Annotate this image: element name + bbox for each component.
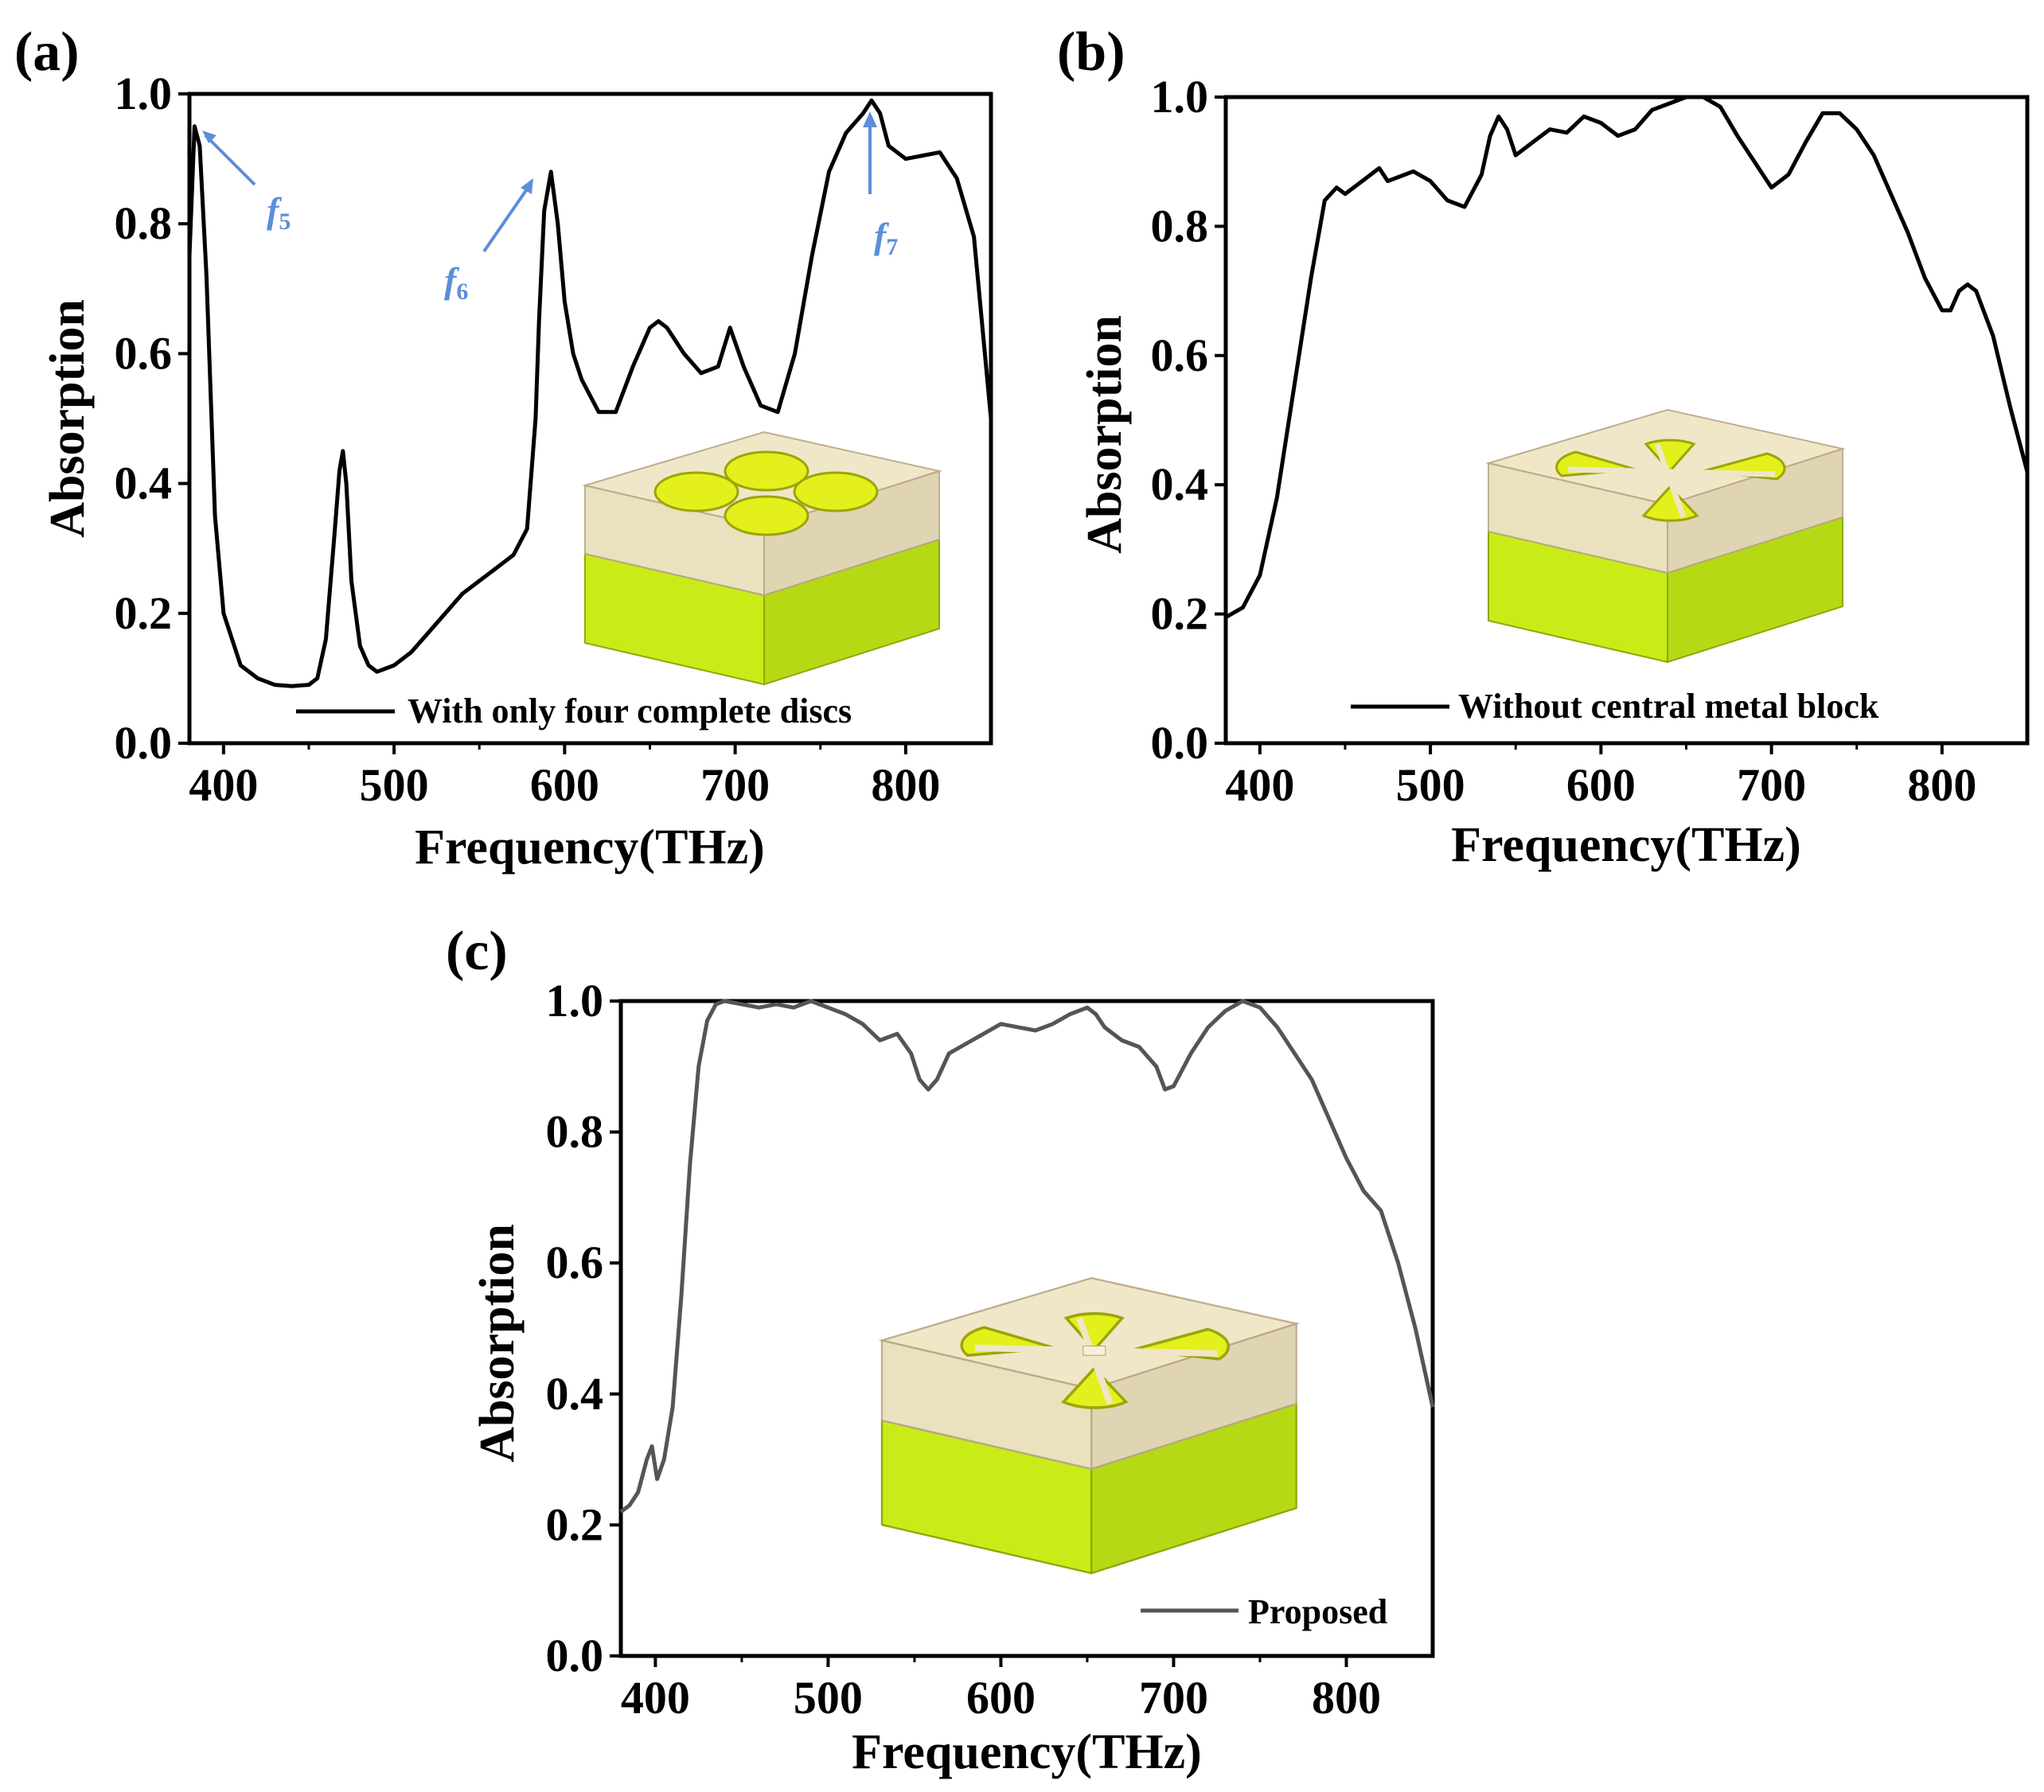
panel-a-y-axis-title: Absorption [41,299,95,538]
panel-b-x-tick-label: 500 [1396,759,1465,811]
panel-c: (c) 400 500 600 700 800 0.0 0.2 0.4 0.6 0.8 1.0 Pr… [446,921,1435,1779]
panel-c-y-tick-label: 0.6 [546,1237,604,1288]
panel-a-x-tick-label: 600 [530,759,599,811]
panel-a-x-tick-label: 800 [871,759,940,811]
panel-b-y-tick-label: 0.4 [1151,458,1209,510]
panel-b-y-tick-label: 1.0 [1151,71,1209,123]
panel-c-plot-frame [618,999,1435,1658]
panel-a-series-line [187,98,993,688]
panel-a-y-tick-label: 1.0 [115,68,173,119]
panel-a-y-tick-label: 0.6 [115,327,173,379]
panel-b-legend-label: Without central metal block [1458,687,1879,726]
f7-annotation: f7 [874,216,898,260]
panel-a-y-tick-label: 0.2 [115,587,173,639]
panel-b-inset-structure [1485,408,1846,664]
panel-a: (a) 400 500 600 700 800 0.0 0.2 0.4 0.6 0.8 1.0 Wi… [14,21,993,875]
panel-c-x-tick-label: 700 [1139,1672,1208,1724]
panel-b-y-tick-label: 0.2 [1151,588,1209,640]
panel-b-label: (b) [1057,21,1125,83]
panel-a-x-axis-title: Frequency(THz) [415,820,765,875]
panel-a-label: (a) [14,21,80,83]
panel-c-series-line [619,999,1435,1513]
panel-b-ticks: 400 500 600 700 800 0.0 0.2 0.4 0.6 0.8 1.0 [1151,71,1977,811]
f5-arrow [204,134,256,186]
panel-c-legend-label: Proposed [1248,1592,1387,1631]
panel-a-annotations: f5 f6 f7 [202,111,898,305]
panel-c-x-axis-title: Frequency(THz) [852,1725,1202,1779]
panel-b-x-tick-label: 400 [1225,759,1294,811]
panel-b-y-axis-title: Absorption [1078,315,1132,554]
panel-b-x-tick-label: 700 [1737,759,1806,811]
f6-annotation: f6 [444,260,468,305]
panel-a-x-tick-label: 500 [360,759,429,811]
panel-b-x-axis-title: Frequency(THz) [1451,818,1801,872]
panel-c-x-tick-label: 400 [621,1672,690,1724]
panel-a-y-tick-label: 0.0 [115,717,173,769]
panel-b-x-tick-label: 600 [1566,759,1636,811]
panel-b-plot-frame [1223,95,2030,746]
panel-c-x-tick-label: 500 [794,1672,863,1724]
panel-b-y-tick-label: 0.6 [1151,329,1209,381]
panel-c-x-tick-label: 800 [1312,1672,1381,1724]
panel-c-y-axis-title: Absorption [470,1224,525,1463]
panel-a-legend-label: With only four complete discs [408,691,852,730]
f5-annotation: f5 [267,190,291,235]
panel-a-y-tick-label: 0.8 [115,197,173,249]
panel-a-ticks: 400 500 600 700 800 0.0 0.2 0.4 0.6 0.8 1.0 [115,68,941,811]
panel-c-x-tick-label: 600 [966,1672,1036,1724]
panel-b-y-tick-label: 0.0 [1151,717,1209,769]
panel-c-label: (c) [446,921,508,982]
panel-a-x-tick-label: 400 [189,759,258,811]
panel-c-inset-structure [878,1276,1301,1575]
f5-arrowhead [202,131,216,143]
f6-arrowhead [521,178,533,194]
panel-a-inset-structure [582,430,942,686]
panel-c-y-tick-label: 1.0 [546,975,604,1027]
panel-b-x-tick-label: 800 [1907,759,1976,811]
f7-arrowhead [863,111,877,127]
panel-c-y-tick-label: 0.0 [546,1630,604,1681]
panel-b-series-line [1224,95,2030,619]
panel-c-y-tick-label: 0.2 [546,1498,604,1550]
panel-c-ticks: 400 500 600 700 800 0.0 0.2 0.4 0.6 0.8 1.0 [546,975,1381,1724]
panel-b: (b) 400 500 600 700 800 0.0 0.2 0.4 0.6 0.8 1.0 Wi… [1057,21,2030,872]
panel-b-y-tick-label: 0.8 [1151,200,1209,251]
panel-a-y-tick-label: 0.4 [115,458,173,509]
panel-c-y-tick-label: 0.4 [546,1368,604,1420]
panel-c-y-tick-label: 0.8 [546,1106,604,1158]
panel-a-x-tick-label: 700 [700,759,770,811]
f6-arrow [482,183,532,253]
